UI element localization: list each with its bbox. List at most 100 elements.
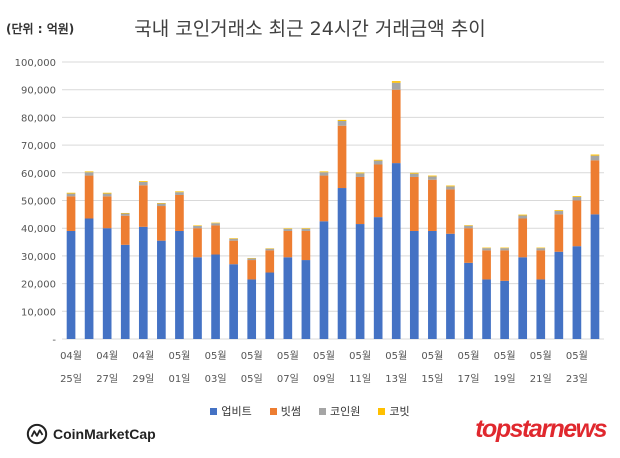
x-tick-day: 19일 [494,373,516,385]
bar-segment [211,225,220,255]
bar-segment [409,176,419,231]
bar-segment [138,226,148,339]
y-tick-label: 50,000 [21,197,56,208]
bar-segment [518,218,528,258]
bar-segment [301,228,311,231]
x-tick-day: 25일 [60,373,82,385]
bar-segment [66,193,76,197]
x-tick-day: 07일 [277,373,299,385]
bar-segment [337,188,347,339]
bar-segment [138,185,148,227]
bar-segment [482,248,491,251]
bar-segment [84,175,94,219]
bar-segment [193,225,202,226]
bar-segment [229,238,238,239]
y-tick-label: 10,000 [21,307,56,318]
x-tick-day: 05일 [241,373,263,385]
y-tick-label: 40,000 [21,224,56,235]
bar-segment [500,248,509,251]
x-tick-month: 04월 [60,350,82,362]
bar-segment [157,203,166,207]
bar-segment [554,251,564,339]
bar-segment [84,218,94,339]
legend-label: 코인원 [330,405,361,418]
bar-segment [590,160,600,215]
x-tick-month: 05월 [530,350,552,362]
bar-segment [175,192,184,195]
bar-segment [193,257,202,339]
bar-segment [319,221,329,339]
y-tick-label: - [52,335,56,346]
x-tick-month: 05월 [205,350,227,362]
y-tick-label: 60,000 [21,169,56,180]
bar-segment [193,228,202,258]
bar-segment [464,262,473,339]
bar-segment [229,238,238,241]
bar-segment [572,196,582,197]
bar-segment [373,217,383,339]
bar-segment [138,181,148,182]
bar-segment [518,257,528,339]
bar-segment [482,250,491,280]
x-tick-day: 01일 [168,373,190,385]
x-tick-month: 05월 [241,350,263,362]
bar-segment [211,222,220,224]
chart-legend: 업비트 빗썸 코인원 코빗 [0,403,620,419]
coinmarketcap-logo: CoinMarketCap [26,423,156,445]
y-tick-label: 20,000 [21,280,56,291]
bar-segment [409,173,419,177]
x-tick-month: 05월 [313,350,335,362]
legend-label: 업비트 [221,405,252,418]
bar-segment [175,191,184,193]
bar-segment [554,214,564,252]
bar-segment [283,230,293,258]
bar-segment [193,225,202,229]
bar-segment [265,272,275,339]
bar-segment [102,196,112,229]
y-tick-label: 90,000 [21,86,56,97]
x-tick-day: 23일 [566,373,588,385]
bar-segment [409,172,419,174]
y-tick-label: 100,000 [15,58,56,69]
bar-segment [391,82,401,90]
bar-segment [572,200,582,247]
bar-segment [355,224,365,339]
x-tick-day: 17일 [458,373,480,385]
bar-segment [355,176,365,225]
x-tick-day: 09일 [313,373,335,385]
bar-segment [518,215,528,219]
bar-segment [247,279,257,339]
bar-segment [84,171,94,173]
bar-segment [157,206,166,241]
bar-segment [66,192,76,194]
legend-item: 빗썸 [269,403,301,419]
x-tick-month: 05월 [168,350,190,362]
bar-segment [337,119,347,122]
bar-segment [536,250,546,280]
legend-item: 코빗 [378,403,410,419]
bar-segment [265,250,275,273]
bar-segment [120,244,130,339]
bar-segment [536,247,546,249]
bar-segment [138,181,148,186]
bar-segment [428,176,437,180]
bar-segment [229,240,238,265]
bar-segment [536,279,546,339]
x-tick-month: 05월 [566,350,588,362]
bar-segment [102,192,112,194]
bar-segment [247,260,257,280]
bar-segment [464,225,473,229]
bar-segment [120,212,130,214]
coinmarketcap-text: CoinMarketCap [53,426,156,442]
bar-segment [572,246,582,339]
bar-segment [319,175,329,222]
bar-segment [283,228,293,230]
legend-item: 코인원 [319,403,360,419]
bar-segment [536,248,546,251]
bar-segment [373,159,383,161]
bar-segment [500,280,509,339]
bar-segment [66,230,76,339]
bar-segment [355,173,365,177]
bar-segment [373,160,383,165]
x-tick-month: 05월 [421,350,443,362]
